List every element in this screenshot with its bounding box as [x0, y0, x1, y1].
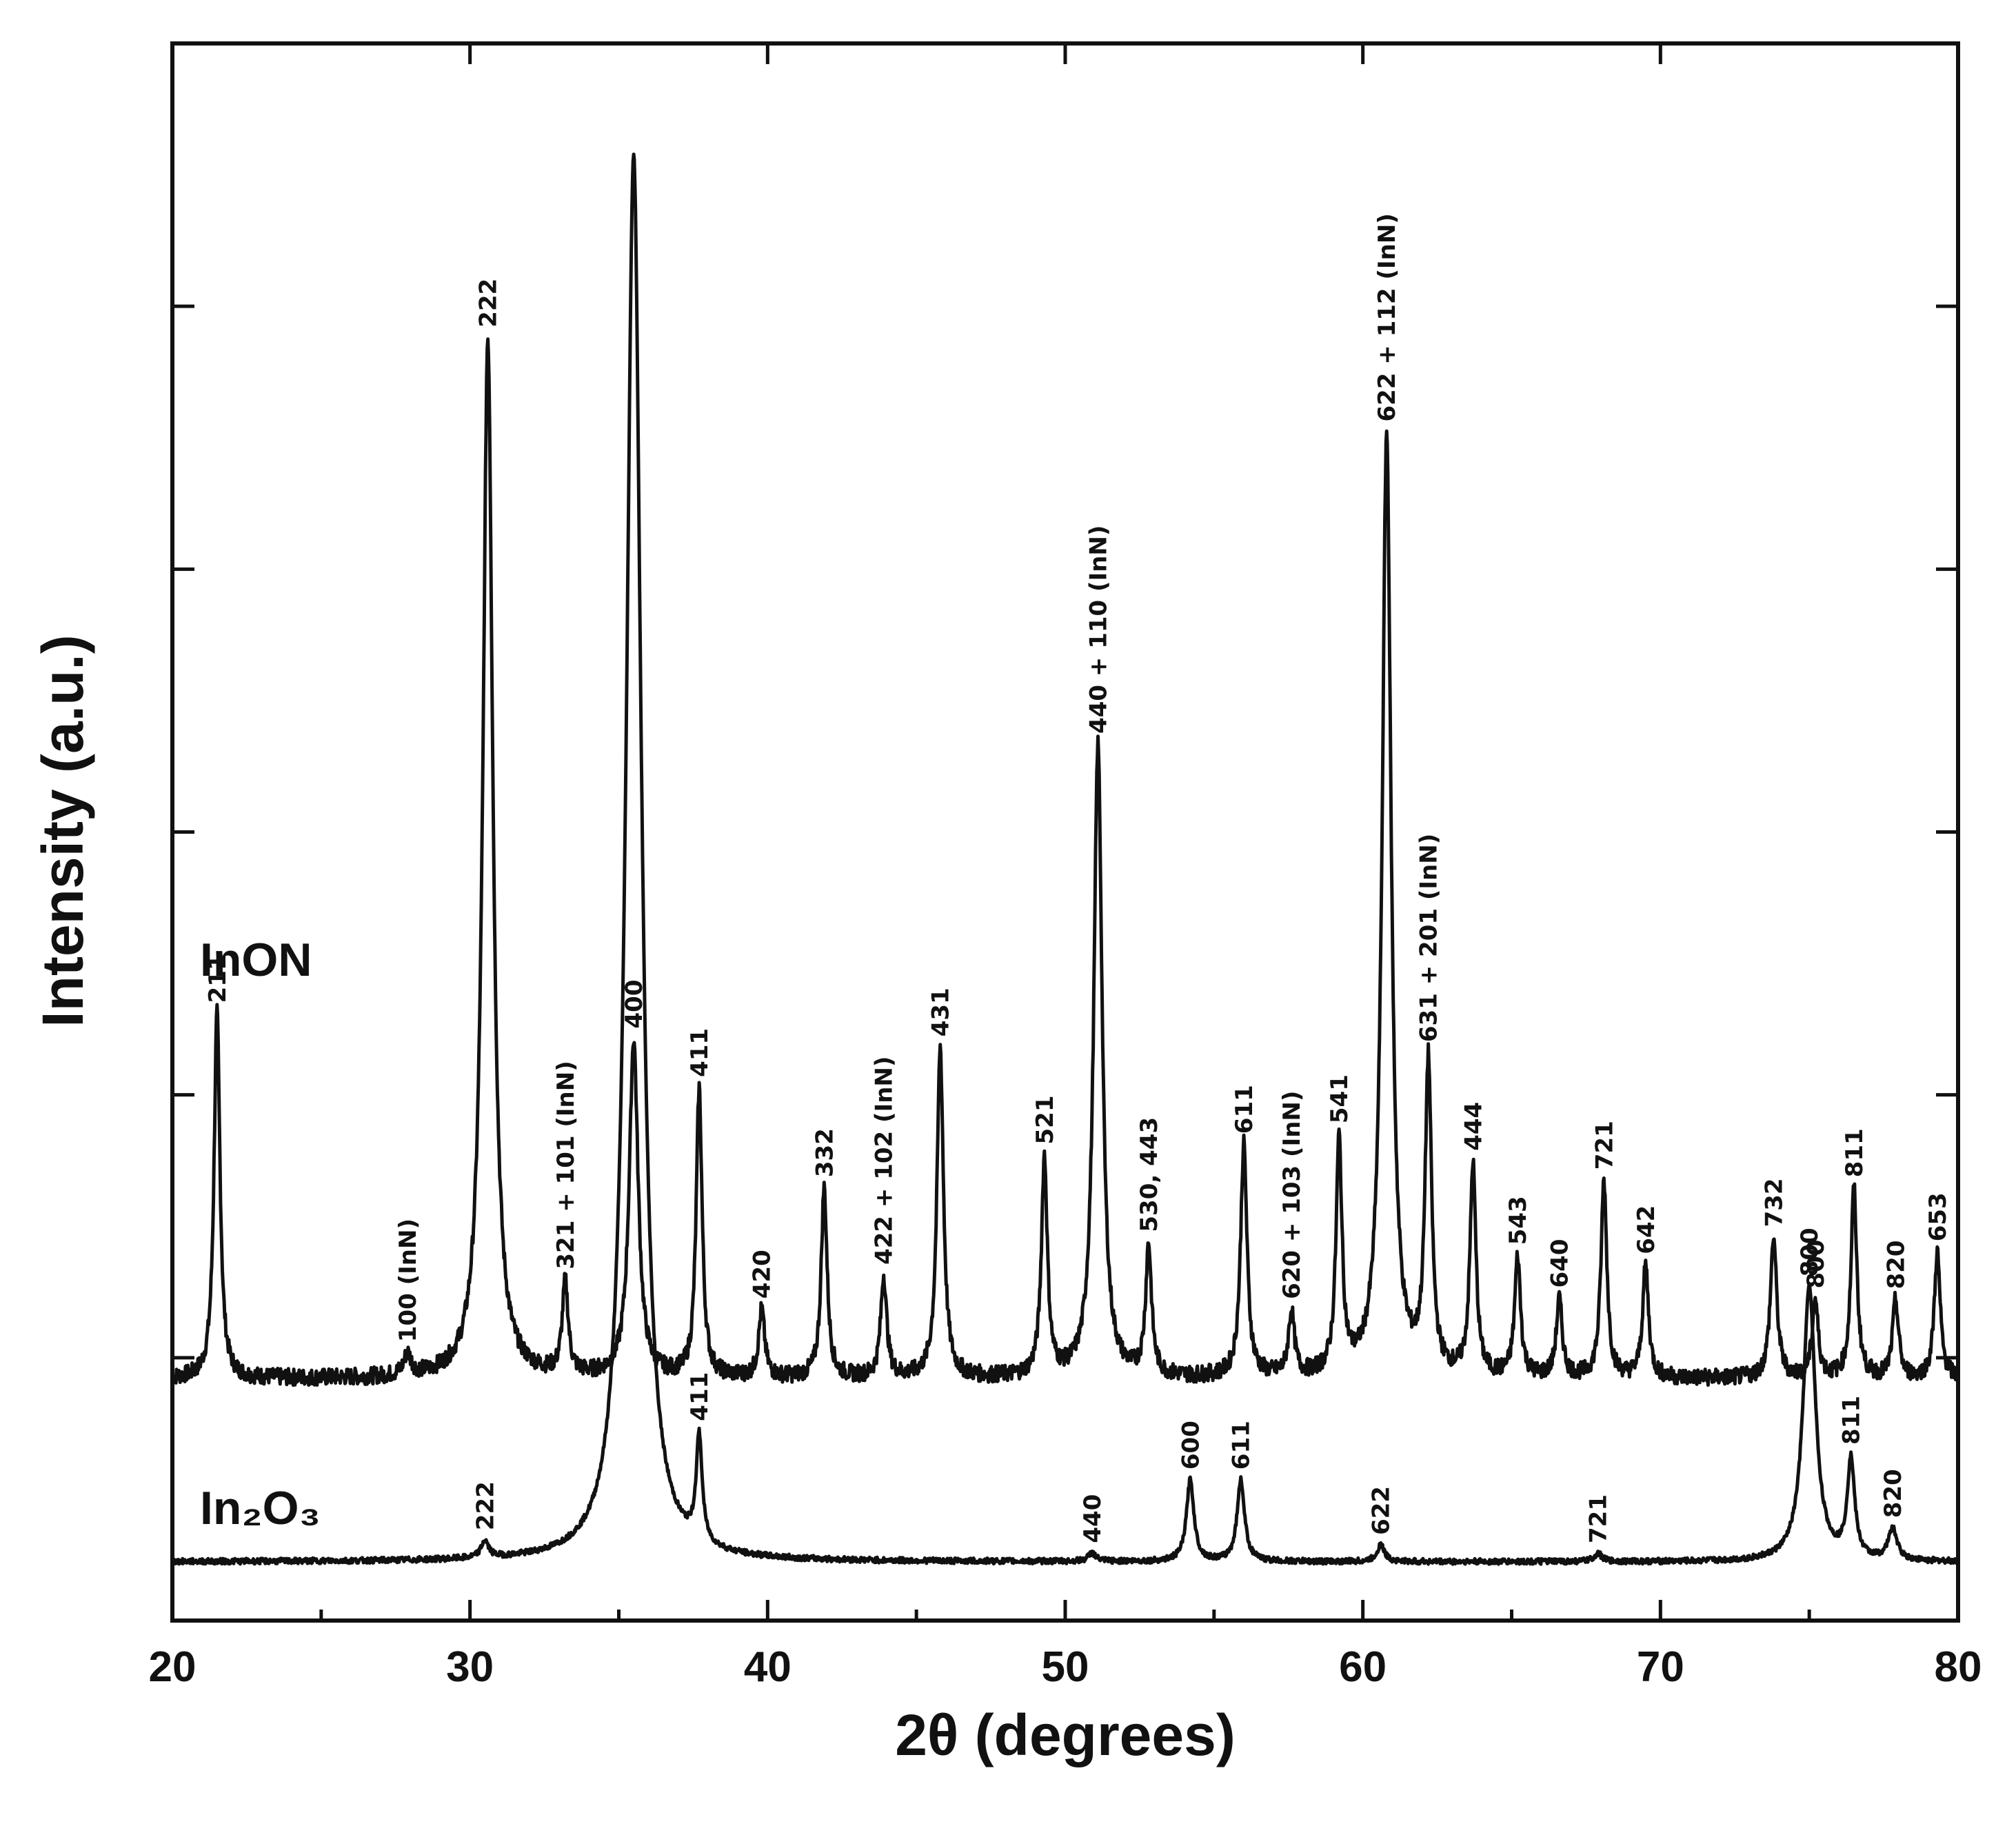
- peak-label: 820: [1882, 1240, 1910, 1289]
- peak-label: 222: [472, 1481, 499, 1530]
- peak-label: 431: [927, 988, 955, 1036]
- x-tick-label: 70: [1637, 1643, 1684, 1691]
- x-tick-label: 60: [1339, 1643, 1387, 1691]
- x-axis-ticks: 20 30 40 50 60 70 80: [149, 43, 1982, 1691]
- peak-label: 444: [1460, 1102, 1487, 1151]
- peak-label: 600: [1177, 1421, 1204, 1470]
- peak-label: 541: [1326, 1074, 1353, 1123]
- peak-label: 420: [749, 1250, 776, 1299]
- peak-label: 422 + 102 (InN): [871, 1056, 898, 1265]
- peak-label: 222: [475, 279, 503, 328]
- series-label-in2o3: In₂O₃: [200, 1482, 321, 1534]
- peak-label: 411: [686, 1028, 714, 1077]
- x-tick-label: 20: [149, 1643, 196, 1691]
- peak-label: 440: [1079, 1494, 1107, 1543]
- peak-label: 543: [1504, 1196, 1532, 1245]
- peak-label: 800: [1802, 1240, 1830, 1289]
- peak-label: 611: [1231, 1085, 1258, 1134]
- peak-label: 521: [1031, 1096, 1059, 1145]
- peak-label: 721: [1591, 1121, 1618, 1170]
- trace-inon: [170, 337, 1960, 1387]
- peak-label: 631 + 201 (InN): [1415, 834, 1443, 1042]
- peak-label: 622 + 112 (InN): [1373, 213, 1401, 421]
- x-tick-label: 30: [446, 1643, 494, 1691]
- peak-label: 732: [1760, 1178, 1788, 1227]
- peak-label: 640: [1546, 1239, 1574, 1288]
- peak-label: 611: [1228, 1421, 1256, 1470]
- peak-label: 811: [1841, 1128, 1868, 1177]
- peak-label: 411: [686, 1372, 714, 1421]
- y-axis-title: Intensity (a.u.): [30, 634, 95, 1027]
- peak-label: 211: [204, 954, 232, 1003]
- peak-label: 440 + 110 (InN): [1085, 525, 1113, 734]
- peak-label: 653: [1924, 1192, 1952, 1241]
- peak-label: 820: [1879, 1469, 1907, 1518]
- peak-labels: 211 100 (InN) 222 321 + 101 (InN) 400 411 420 3…: [204, 213, 1952, 1543]
- peak-label: 620 + 103 (InN): [1278, 1091, 1306, 1299]
- peak-label: 800: [1796, 1227, 1824, 1276]
- peak-label: 100 (InN): [394, 1219, 422, 1342]
- trace-in2o3: [171, 152, 1959, 1566]
- peak-label: 622: [1368, 1486, 1395, 1535]
- peak-label: 400: [621, 980, 648, 1029]
- peak-label: 721: [1585, 1494, 1613, 1543]
- peak-label: 321 + 101 (InN): [552, 1061, 580, 1269]
- y-axis-ticks: [172, 304, 1958, 1360]
- peak-label: 642: [1633, 1205, 1660, 1254]
- traces: [170, 152, 1960, 1566]
- x-tick-label: 80: [1935, 1643, 1982, 1691]
- peak-label: 811: [1838, 1396, 1866, 1445]
- x-tick-label: 40: [744, 1643, 792, 1691]
- x-tick-label: 50: [1042, 1643, 1089, 1691]
- peak-label: 332: [811, 1128, 838, 1177]
- peak-label: 530, 443: [1136, 1117, 1163, 1232]
- series-label-inon: InON: [200, 934, 312, 986]
- plot-frame: [170, 41, 1960, 1623]
- x-axis-title: 2θ (degrees): [895, 1703, 1236, 1767]
